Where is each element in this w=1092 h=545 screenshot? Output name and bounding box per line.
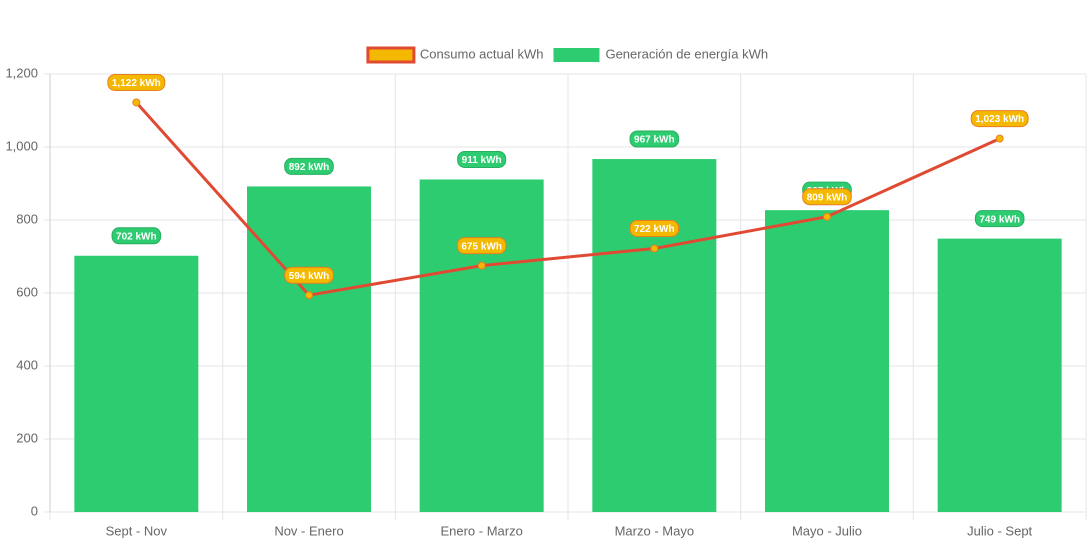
data-label: 675 kWh (461, 241, 502, 252)
data-label-group: 1,122 kWh (107, 73, 166, 91)
legend-swatch (553, 48, 600, 62)
x-tick-label: Mayo - Julio (792, 523, 862, 538)
data-label: 722 kWh (634, 224, 675, 235)
legend-label: Generación de energía kWh (605, 46, 768, 61)
line-point (823, 212, 831, 221)
data-label-bg (456, 237, 507, 255)
line-point (650, 244, 659, 253)
line-point (995, 134, 1004, 143)
y-tick-label: 1,200 (5, 65, 38, 80)
bar (765, 210, 889, 512)
legend-label: Consumo actual kWh (420, 46, 544, 61)
legend: Consumo actual kWh Generación de energía … (366, 46, 768, 64)
x-tick-label: Julio - Sept (967, 523, 1032, 538)
data-label: 809 kWh (807, 192, 848, 203)
data-label-bg (974, 210, 1025, 228)
bar (419, 179, 544, 513)
data-label: 702 kWh (116, 231, 157, 242)
y-tick-label: 800 (16, 211, 38, 226)
line (135, 101, 1001, 297)
y-tick-label: 0 (31, 503, 38, 518)
data-label-bg (107, 73, 166, 91)
x-tick-label: Enero - Marzo (440, 523, 522, 538)
x-tick-label: Sept - Nov (106, 523, 168, 538)
data-label-group: 749 kWh (974, 210, 1025, 228)
data-label-group: 809 kWh (802, 188, 852, 206)
data-label: 967 kWh (634, 135, 675, 146)
data-label-bg (629, 130, 680, 148)
bar (592, 159, 717, 513)
data-label-bg (111, 227, 162, 245)
y-tick-label: 200 (16, 430, 38, 445)
data-label-bg (802, 188, 852, 206)
line-point (305, 291, 313, 300)
y-tick-label: 400 (16, 357, 38, 372)
data-label: 1,122 kWh (112, 78, 161, 89)
data-label: 749 kWh (979, 214, 1020, 225)
data-label-group: 892 kWh (284, 157, 334, 175)
data-label-group: 722 kWh (629, 219, 680, 237)
data-label-bg (284, 157, 334, 175)
data-label-group: 911 kWh (457, 150, 507, 168)
data-label-bg (970, 110, 1029, 128)
bar (247, 186, 371, 513)
line-point (477, 261, 486, 270)
data-label-bg (457, 150, 507, 168)
y-tick-label: 600 (16, 284, 38, 299)
data-label-group: 675 kWh (456, 237, 507, 255)
data-label: 1,023 kWh (975, 114, 1024, 125)
data-label-group: 1,023 kWh (970, 110, 1029, 128)
data-label: 892 kWh (289, 162, 330, 173)
y-tick-label: 1,000 (5, 138, 38, 153)
x-tick-label: Marzo - Mayo (615, 523, 694, 538)
data-label-group: 702 kWh (111, 227, 162, 245)
bar (74, 255, 199, 512)
legend-swatch (366, 46, 416, 64)
bar (937, 238, 1062, 513)
x-tick-label: Nov - Enero (274, 523, 343, 538)
data-label-bg (629, 219, 680, 237)
data-label-group: 594 kWh (284, 266, 334, 284)
data-label-group: 967 kWh (629, 130, 680, 148)
line-point (132, 98, 141, 107)
data-label: 594 kWh (289, 271, 330, 282)
data-label-bg (284, 266, 334, 284)
data-label: 911 kWh (462, 155, 502, 166)
